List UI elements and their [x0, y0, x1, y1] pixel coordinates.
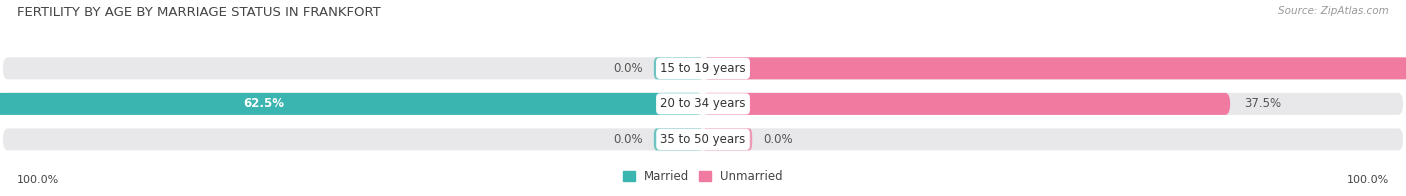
Text: 15 to 19 years: 15 to 19 years — [661, 62, 745, 75]
Text: 0.0%: 0.0% — [613, 62, 643, 75]
Text: 0.0%: 0.0% — [763, 133, 793, 146]
FancyBboxPatch shape — [703, 57, 1406, 79]
FancyBboxPatch shape — [3, 93, 1403, 115]
Text: 35 to 50 years: 35 to 50 years — [661, 133, 745, 146]
FancyBboxPatch shape — [703, 93, 1230, 115]
Text: 62.5%: 62.5% — [243, 97, 284, 110]
Text: 100.0%: 100.0% — [1347, 175, 1389, 185]
FancyBboxPatch shape — [0, 93, 703, 115]
Legend: Married, Unmarried: Married, Unmarried — [619, 166, 787, 188]
FancyBboxPatch shape — [3, 57, 1403, 79]
FancyBboxPatch shape — [654, 128, 703, 150]
Text: Source: ZipAtlas.com: Source: ZipAtlas.com — [1278, 6, 1389, 16]
FancyBboxPatch shape — [3, 128, 1403, 150]
Text: FERTILITY BY AGE BY MARRIAGE STATUS IN FRANKFORT: FERTILITY BY AGE BY MARRIAGE STATUS IN F… — [17, 6, 381, 19]
Text: 20 to 34 years: 20 to 34 years — [661, 97, 745, 110]
Text: 0.0%: 0.0% — [613, 133, 643, 146]
FancyBboxPatch shape — [703, 128, 752, 150]
FancyBboxPatch shape — [654, 57, 703, 79]
Text: 100.0%: 100.0% — [17, 175, 59, 185]
Text: 37.5%: 37.5% — [1244, 97, 1281, 110]
